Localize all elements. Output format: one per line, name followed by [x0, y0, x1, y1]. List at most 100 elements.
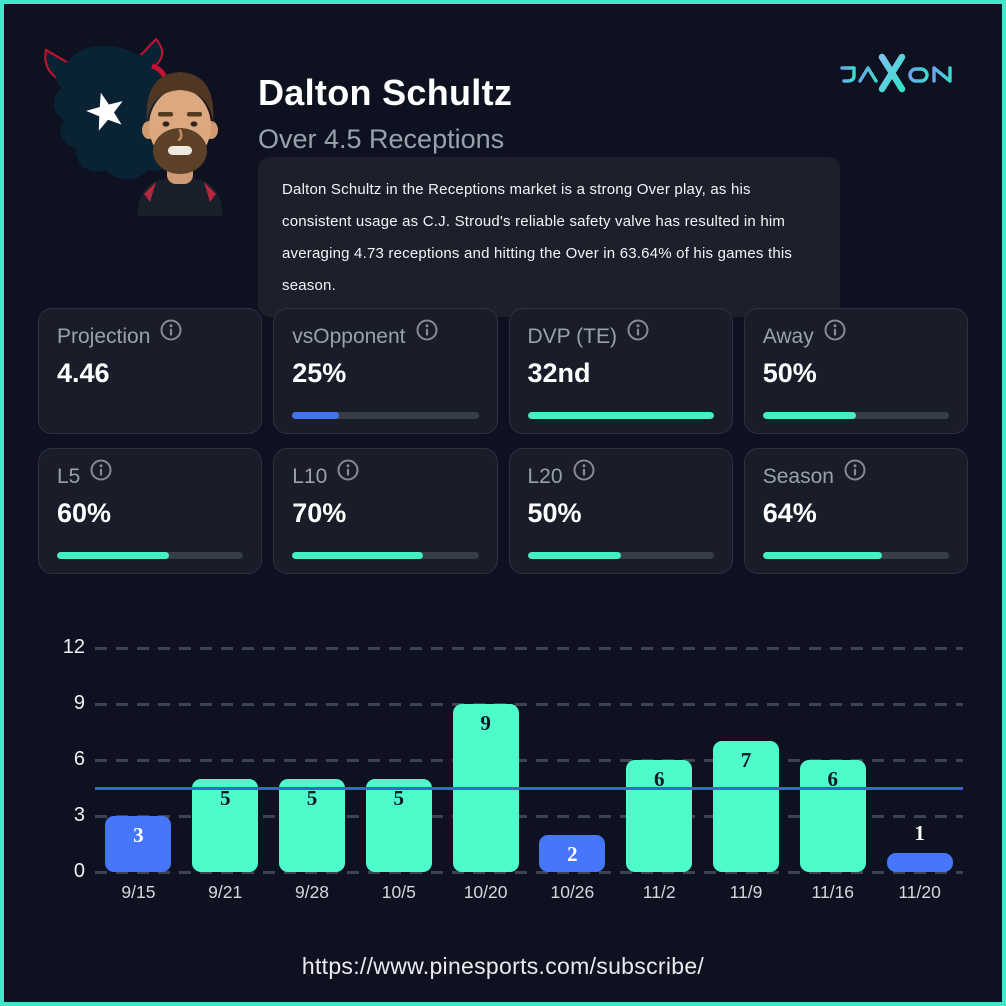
stat-progress-track — [292, 552, 479, 559]
bar-9-21: 5 — [192, 778, 259, 872]
y-axis-tick-9: 9 — [73, 692, 85, 714]
bar-value-label: 9 — [480, 711, 491, 735]
y-axis-tick-0: 0 — [73, 860, 85, 882]
stat-card-l5: L5 60% — [38, 448, 263, 574]
stat-value: 70% — [292, 498, 347, 528]
info-icon[interactable] — [159, 318, 183, 347]
y-axis-tick-6: 6 — [73, 748, 85, 770]
stat-label: L10 — [292, 465, 328, 488]
stat-label: DVP (TE) — [527, 325, 617, 348]
x-axis-tick-10-26: 10/26 — [550, 882, 595, 902]
stat-card-l10: L10 70% — [273, 448, 498, 574]
stat-progress-track — [527, 412, 714, 419]
gridline-y3 — [95, 814, 963, 818]
jaxon-logo — [838, 48, 960, 94]
stat-progress-fill — [762, 552, 882, 559]
analysis-text: Dalton Schultz in the Receptions market … — [282, 181, 793, 294]
stat-progress-fill — [527, 552, 621, 559]
bar-value-label: 5 — [219, 785, 231, 810]
info-icon[interactable] — [572, 458, 596, 487]
chart-plot-area: 0 3 6 9 12 3 9/15 5 9/21 5 9/28 5 10/5 9 10/20 2 10/26 6 1… — [63, 630, 963, 902]
stat-card-season: Season 64% — [743, 448, 968, 574]
info-icon[interactable] — [336, 458, 360, 487]
texans-logo-and-headshot — [44, 37, 222, 216]
bar-value-label: 5 — [306, 785, 318, 810]
stat-progress-fill — [762, 412, 856, 419]
gridline-y6 — [95, 758, 963, 762]
x-axis-tick-9-28: 9/28 — [294, 882, 330, 902]
stat-progress-fill — [527, 412, 714, 419]
bar-value-label: 1 — [914, 821, 925, 846]
stat-label: vsOpponent — [292, 325, 406, 348]
stat-card-projection: Projection 4.46 — [38, 308, 263, 434]
stat-value: 64% — [762, 498, 817, 528]
stat-card-vsopponent: vsOpponent 25% — [273, 308, 498, 434]
x-axis-tick-11-9: 11/9 — [729, 882, 763, 902]
info-icon[interactable] — [843, 458, 867, 487]
stat-value: 25% — [292, 358, 347, 388]
stat-progress-track — [57, 552, 244, 559]
y-axis-tick-12: 12 — [62, 636, 85, 658]
stat-progress-track — [762, 412, 949, 419]
stat-card-dvp-te-: DVP (TE) 32nd — [508, 308, 733, 434]
x-axis-tick-10-5: 10/5 — [381, 882, 416, 902]
bar-value-label: 3 — [133, 823, 144, 847]
info-icon[interactable] — [823, 318, 847, 347]
x-axis-tick-9-21: 9/21 — [208, 882, 243, 902]
player-visual — [40, 34, 240, 219]
x-axis-tick-9-15: 9/15 — [121, 882, 156, 902]
x-axis-tick-11-16: 11/16 — [811, 882, 855, 902]
gridline-y12 — [95, 646, 963, 650]
stat-progress-fill — [57, 552, 169, 559]
stat-card-away: Away 50% — [743, 308, 968, 434]
gridline-y0 — [95, 870, 963, 874]
stat-value: 50% — [527, 498, 582, 528]
bar-value-label: 2 — [567, 841, 578, 866]
bar-9-28: 5 — [279, 778, 345, 872]
stat-label: Season — [762, 465, 834, 488]
stat-progress-fill — [292, 412, 339, 419]
stat-value: 50% — [762, 358, 817, 388]
bar-value-label: 5 — [393, 785, 405, 810]
stat-progress-track — [762, 552, 949, 559]
receptions-bar-chart: 0 3 6 9 12 3 9/15 5 9/21 5 9/28 5 10/5 9 10/20 2 10/26 6 1… — [55, 630, 970, 930]
bar-11-9: 7 — [713, 741, 779, 872]
bar-10-5: 5 — [365, 778, 432, 872]
betting-line-4-5 — [95, 786, 963, 790]
stat-value: 32nd — [527, 358, 591, 388]
stat-progress-fill — [292, 552, 423, 559]
stat-label: Away — [762, 325, 814, 348]
stat-progress-track — [527, 552, 714, 559]
stat-value: 4.46 — [57, 358, 110, 388]
bar-9-15: 3 — [105, 816, 172, 872]
x-axis-tick-10-20: 10/20 — [463, 882, 508, 902]
jaxon-logo-icon — [840, 53, 952, 93]
bet-subtitle: Over 4.5 Receptions — [258, 124, 505, 154]
page-title: Dalton Schultz — [258, 72, 513, 113]
bar-10-26: 2 — [539, 834, 606, 872]
gridline-y9 — [95, 702, 963, 706]
subscribe-url[interactable]: https://www.pinesports.com/subscribe/ — [301, 953, 705, 979]
title-block: Dalton Schultz Over 4.5 Receptions — [258, 72, 512, 155]
info-icon[interactable] — [626, 318, 650, 347]
stat-label: L20 — [527, 465, 563, 488]
stat-progress-track — [292, 412, 479, 419]
bar-value-label: 6 — [827, 767, 839, 791]
bar-11-16: 6 — [799, 760, 866, 872]
stat-label: Projection — [57, 325, 151, 348]
x-axis-tick-11-20: 11/20 — [898, 882, 941, 902]
bar-11-2: 6 — [626, 760, 693, 872]
stat-label: L5 — [57, 465, 81, 488]
x-axis-tick-11-2: 11/2 — [642, 882, 676, 902]
stats-grid: Projection 4.46 vsOpponent 25% DVP (TE) 32nd A… — [38, 308, 968, 574]
stat-card-l20: L20 50% — [508, 448, 733, 574]
analysis-card: Dalton Schultz in the Receptions market … — [258, 157, 840, 317]
info-icon[interactable] — [89, 458, 113, 487]
stat-value: 60% — [57, 498, 112, 528]
info-icon[interactable] — [415, 318, 439, 347]
bar-11-20: 1 — [886, 821, 953, 872]
y-axis-tick-3: 3 — [73, 804, 85, 826]
bar-value-label: 6 — [653, 767, 665, 791]
player-headshot — [138, 72, 222, 216]
